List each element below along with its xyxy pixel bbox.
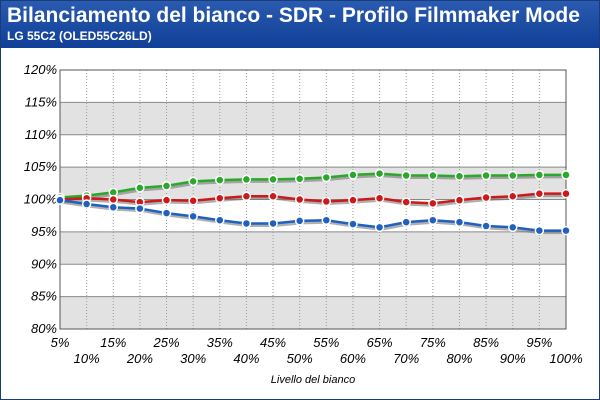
data-point-blue	[108, 202, 119, 213]
x-tick-label: 80%	[446, 351, 472, 366]
chart-title: Bilanciamento del bianco - SDR - Profilo…	[7, 4, 580, 27]
x-tick-label: 10%	[74, 351, 100, 366]
y-tick-label: 85%	[31, 289, 57, 304]
data-point-green	[428, 170, 438, 181]
data-point-green	[481, 170, 491, 181]
grid-band	[60, 231, 566, 265]
data-point-red	[321, 196, 332, 207]
data-point-green	[561, 170, 571, 180]
y-axis-labels: 80% 85% 90% 95% 100% 105% 110% 115% 120%	[24, 62, 57, 336]
x-tick-label: 45%	[260, 335, 286, 350]
data-point-green	[161, 181, 172, 191]
data-point-red	[268, 191, 278, 202]
data-point-green	[454, 171, 465, 181]
grid-band	[60, 264, 566, 297]
grid-band	[60, 134, 566, 168]
x-tick-label: 20%	[126, 351, 153, 366]
x-axis-title: Livello del bianco	[271, 374, 355, 386]
data-point-green	[374, 168, 385, 179]
data-point-red	[481, 192, 491, 203]
data-point-blue	[55, 195, 65, 205]
x-tick-label: 75%	[420, 335, 446, 350]
data-point-red	[561, 188, 571, 199]
x-tick-label: 55%	[313, 335, 339, 350]
grid-band	[60, 70, 566, 103]
data-point-red	[161, 195, 172, 205]
data-point-green	[215, 175, 225, 185]
x-tick-label: 95%	[526, 335, 552, 350]
data-point-blue	[268, 218, 278, 229]
data-point-blue	[534, 225, 545, 236]
chart-subtitle: LG 55C2 (OLED55C26LD)	[7, 29, 152, 43]
chart-header: Bilanciamento del bianco - SDR - Profilo…	[1, 1, 599, 48]
data-point-blue	[428, 215, 438, 225]
data-point-red	[401, 197, 411, 207]
x-tick-label: 85%	[473, 335, 499, 350]
x-tick-label: 50%	[287, 351, 313, 366]
data-point-blue	[507, 222, 518, 233]
x-tick-label: 60%	[340, 351, 366, 366]
x-tick-label: 100%	[549, 351, 582, 366]
x-tick-label: 90%	[500, 351, 526, 366]
data-point-green	[534, 170, 545, 180]
data-point-blue	[321, 215, 332, 225]
data-point-blue	[241, 218, 252, 229]
data-point-green	[241, 174, 252, 185]
y-tick-label: 115%	[25, 94, 57, 109]
y-tick-label: 90%	[31, 256, 57, 271]
data-point-green	[294, 174, 305, 184]
grid-band	[60, 102, 566, 135]
y-tick-label: 80%	[31, 321, 57, 336]
x-tick-label: 30%	[180, 351, 206, 366]
data-point-blue	[215, 215, 225, 225]
data-point-blue	[135, 203, 145, 214]
x-tick-label: 25%	[153, 335, 180, 350]
data-point-blue	[294, 216, 305, 226]
x-tick-label: 65%	[367, 335, 393, 350]
grid-band	[60, 296, 566, 329]
data-point-green	[188, 176, 198, 187]
data-point-blue	[348, 219, 358, 229]
y-tick-label: 100%	[24, 192, 57, 207]
data-point-green	[268, 174, 278, 185]
x-tick-label: 70%	[393, 351, 419, 366]
data-point-red	[507, 191, 518, 202]
data-point-red	[374, 193, 385, 203]
data-point-green	[321, 172, 332, 183]
series-group	[55, 168, 571, 236]
grid-band	[60, 167, 566, 200]
data-point-blue	[561, 225, 571, 236]
data-point-red	[188, 196, 198, 206]
data-point-blue	[374, 222, 385, 233]
data-point-blue	[161, 208, 172, 218]
data-point-blue	[188, 211, 198, 222]
x-axis-labels: 5% 10%15%20%25%30%35%40%45%50%55%60%65%70…	[51, 335, 583, 366]
data-point-red	[108, 194, 119, 205]
data-point-red	[454, 195, 465, 205]
y-tick-label: 105%	[24, 159, 57, 174]
data-point-green	[135, 183, 145, 193]
x-tick-label: 40%	[233, 351, 259, 366]
data-point-red	[428, 198, 438, 209]
data-point-red	[348, 195, 358, 205]
data-point-red	[534, 188, 545, 199]
data-point-red	[215, 193, 225, 203]
data-point-red	[241, 191, 252, 202]
data-point-green	[348, 170, 358, 180]
y-tick-label: 95%	[31, 224, 57, 239]
data-point-green	[507, 170, 518, 181]
data-point-blue	[454, 217, 465, 227]
y-tick-label: 120%	[24, 62, 57, 77]
data-point-green	[401, 170, 411, 181]
background-bands	[60, 70, 566, 329]
x-tick-label: 5%	[51, 335, 70, 350]
x-tick-label: 35%	[207, 335, 233, 350]
data-point-blue	[81, 199, 92, 209]
x-tick-label: 15%	[100, 335, 126, 350]
data-point-red	[294, 194, 305, 205]
y-tick-label: 110%	[25, 127, 57, 142]
data-point-blue	[401, 217, 411, 227]
data-point-blue	[481, 221, 491, 231]
